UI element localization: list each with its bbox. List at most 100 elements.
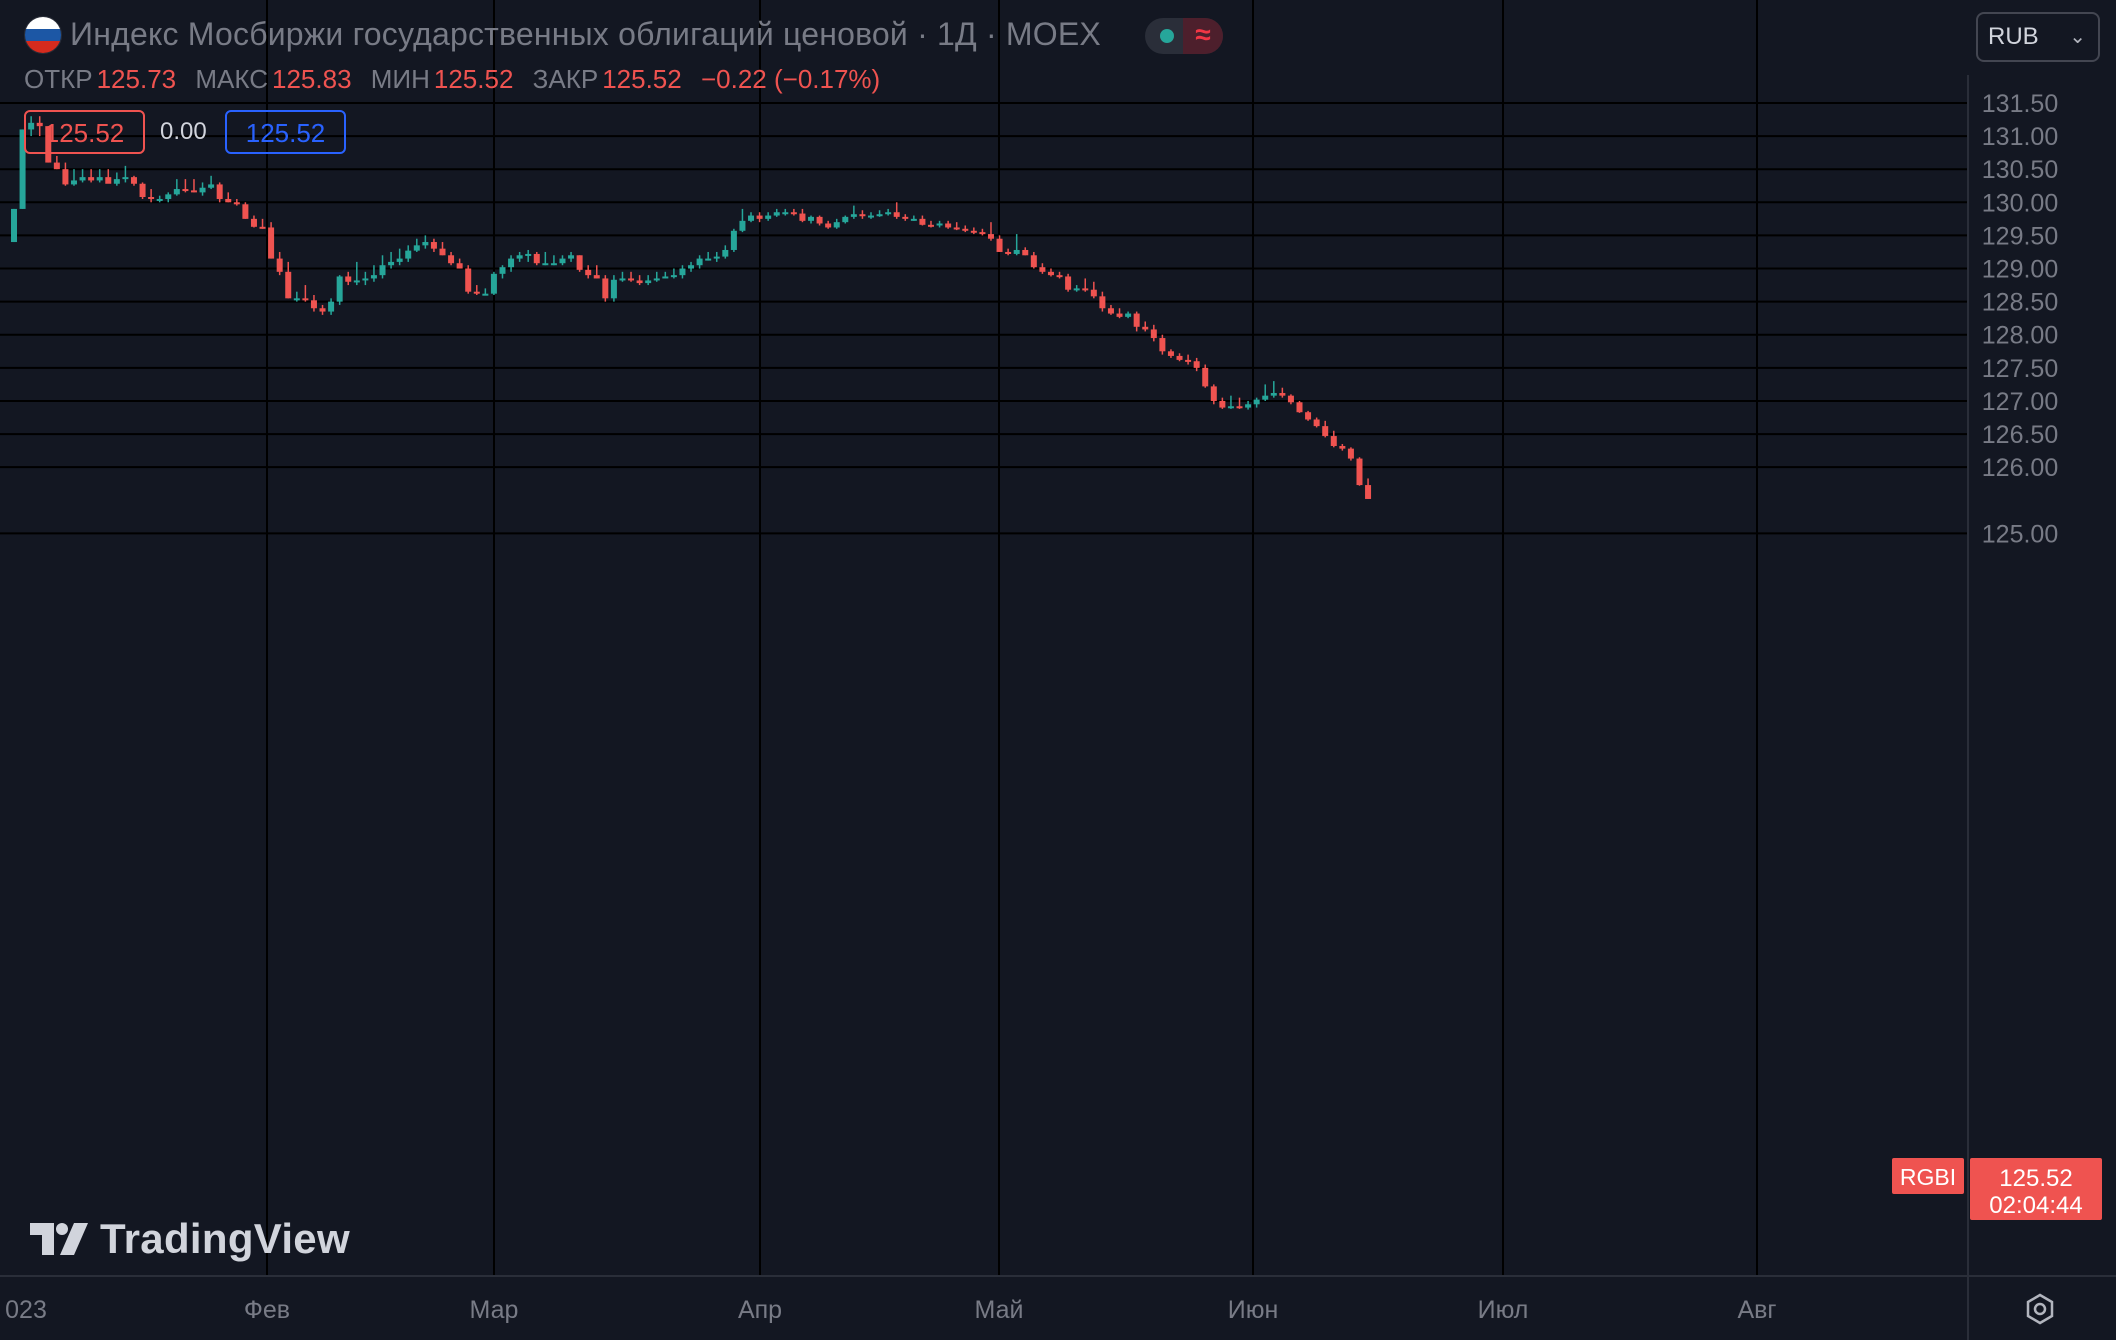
candle-body — [199, 187, 206, 193]
candle-body — [113, 179, 120, 184]
time-tick-label: 023 — [5, 1296, 47, 1324]
price-tick-label: 130.50 — [1982, 156, 2058, 184]
candle-body — [910, 218, 917, 221]
currency-select[interactable]: RUB ⌄ — [1976, 12, 2100, 62]
candle-body — [430, 242, 437, 249]
candle — [379, 255, 386, 279]
candle — [422, 235, 429, 249]
market-status-pill[interactable]: ≈ — [1145, 18, 1223, 54]
candle — [1339, 444, 1346, 451]
candle-body — [88, 177, 95, 181]
candle-body — [533, 253, 540, 264]
candle — [1296, 400, 1303, 413]
candle-body — [439, 248, 446, 256]
gear-icon[interactable] — [2024, 1293, 2056, 1325]
candle-body — [302, 298, 309, 301]
candle-body — [876, 214, 883, 217]
price-axis[interactable]: 131.50 131.00 130.50 130.00 129.50 129.00 128.… — [1982, 90, 2058, 548]
candle-body — [670, 275, 677, 278]
candle-body — [619, 278, 626, 281]
candle — [105, 169, 112, 184]
high-value: 125.83 — [272, 64, 352, 94]
candle — [1116, 308, 1123, 319]
candle-body — [1185, 359, 1192, 362]
candle-body — [816, 216, 823, 224]
candle — [473, 285, 480, 296]
candle — [1142, 321, 1149, 332]
candle-body — [250, 218, 257, 227]
candle-body — [748, 215, 755, 221]
candle — [70, 169, 77, 186]
candle-body — [1133, 313, 1140, 327]
candle-body — [70, 180, 77, 185]
tradingview-logo[interactable]: TradingView — [30, 1212, 350, 1263]
candle — [250, 215, 257, 228]
candle — [979, 228, 986, 236]
candle-body — [405, 250, 412, 259]
candle-body — [679, 268, 686, 276]
close-value: 125.52 — [602, 64, 682, 94]
candle — [1356, 457, 1363, 486]
candle-body — [525, 253, 532, 256]
candle — [1279, 387, 1286, 398]
candle-body — [842, 216, 849, 223]
candle — [602, 275, 609, 302]
candle — [1150, 324, 1157, 342]
time-axis[interactable]: 023 Фев Мар Апр Май Июн Июл Авг — [5, 1296, 1776, 1324]
candle — [242, 202, 249, 219]
candle-body — [456, 263, 463, 269]
candle-body — [345, 276, 352, 282]
candle-body — [1142, 326, 1149, 330]
candle — [19, 129, 26, 209]
candle-body — [259, 226, 266, 229]
candle — [919, 215, 926, 226]
candle — [833, 218, 840, 229]
candle — [508, 255, 515, 272]
candle — [936, 220, 943, 228]
candle — [165, 192, 172, 203]
candle — [79, 169, 86, 183]
buy-price-box[interactable]: 125.52 — [225, 110, 346, 154]
candle — [1125, 311, 1132, 319]
candle — [1073, 285, 1080, 292]
candle-body — [1279, 393, 1286, 396]
candle-body — [1227, 406, 1234, 409]
candle-body — [756, 215, 763, 219]
candle-body — [11, 208, 17, 243]
candle-body — [499, 267, 506, 274]
candle — [310, 295, 317, 312]
candle — [593, 265, 600, 279]
candle — [782, 208, 789, 216]
candle — [619, 271, 626, 282]
candle-body — [1193, 361, 1200, 368]
candle — [1219, 397, 1226, 409]
candle — [413, 238, 420, 252]
candle — [1090, 281, 1097, 299]
price-tick-label: 125.00 — [1982, 520, 2058, 548]
time-tick-label: Авг — [1737, 1296, 1776, 1324]
candle — [533, 251, 540, 266]
candle — [1047, 268, 1054, 277]
candle — [345, 271, 352, 286]
candle-body — [1296, 402, 1303, 413]
candle-body — [1202, 367, 1209, 387]
price-tick-label: 129.50 — [1982, 222, 2058, 250]
candle — [910, 215, 917, 221]
candle — [1005, 248, 1012, 256]
candle — [1365, 478, 1372, 499]
price-tick-label: 131.50 — [1982, 90, 2058, 118]
candle — [96, 169, 103, 183]
candle-body — [122, 177, 129, 180]
candle-body — [1125, 313, 1132, 317]
candle — [893, 202, 900, 219]
candle-body — [1236, 406, 1243, 409]
sell-price-box[interactable]: 125.52 — [24, 110, 145, 154]
symbol-title[interactable]: Индекс Мосбиржи государственных облигаци… — [70, 16, 1101, 52]
candle — [1322, 420, 1329, 438]
candle-body — [542, 263, 549, 266]
candle-body — [165, 194, 172, 199]
candle-body — [473, 291, 480, 294]
candle-body — [1270, 393, 1277, 396]
candle-body — [765, 215, 772, 219]
